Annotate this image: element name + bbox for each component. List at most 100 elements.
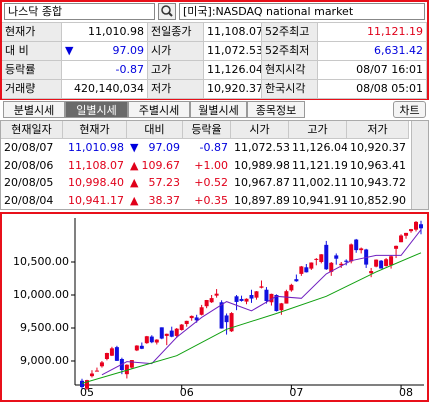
column-header: 현재가	[63, 121, 127, 139]
quote-value: 11,121.19	[318, 23, 427, 42]
cell-text: 10,941.17	[68, 193, 124, 207]
cell-text: 6,631.42	[374, 44, 423, 57]
candle-body	[219, 302, 224, 329]
candle-body	[374, 259, 379, 267]
x-tick-label: 08	[399, 386, 413, 399]
candle-body	[84, 380, 89, 389]
candle-body	[129, 360, 134, 368]
candle-body	[99, 362, 104, 367]
candle-body	[369, 271, 374, 274]
candle-body	[324, 244, 329, 270]
cell-text: 11,010.98	[68, 141, 124, 154]
chart-button[interactable]: 차트	[393, 101, 426, 118]
quote-value: 11,072.53	[204, 42, 262, 61]
tab[interactable]: 종목정보	[247, 101, 305, 118]
candle-body	[384, 259, 389, 266]
table-cell: 10,943.72	[350, 176, 406, 189]
column-header: 등락율	[183, 121, 231, 139]
table-cell: 20/08/07	[4, 141, 54, 154]
cell-text: 11,121.19	[367, 25, 423, 38]
candle-body	[274, 295, 279, 312]
quote-label: 현지시각	[262, 61, 318, 80]
table-cell: ▲ 109.67	[127, 157, 183, 175]
chart-panel: 9,000.00 9,500.00 10,000.00 10,500.00 05 06 07…	[0, 212, 429, 402]
moving-average	[101, 229, 422, 376]
candle-body	[249, 295, 254, 299]
candle-body	[224, 315, 229, 323]
quote-label: 52주최고	[262, 23, 318, 42]
candle-body	[344, 260, 349, 262]
candle-body	[239, 298, 244, 301]
table-cell: +1.00	[183, 157, 231, 175]
table-cell: 10,941.17	[63, 192, 127, 210]
table-cell: +0.52	[183, 174, 231, 192]
search-input[interactable]: 나스닥 종합	[4, 3, 155, 20]
quote-panel: 나스닥 종합 [미국]:NASDAQ national market 현재가 11…	[0, 0, 429, 100]
table-cell: 10,963.41	[350, 158, 406, 172]
table-cell: -0.87	[183, 139, 231, 157]
candle-body	[259, 286, 264, 288]
candlestick-chart: 9,000.00 9,500.00 10,000.00 10,500.00 05 06 07…	[13, 218, 424, 399]
change-sign: ▼	[65, 44, 74, 57]
cell-text: 109.67	[141, 158, 181, 172]
column-header: 고가	[289, 121, 347, 139]
table-cell: +0.35	[183, 192, 231, 210]
column-header: 현재일자	[1, 121, 63, 139]
cell-text: 97.09	[112, 44, 145, 57]
candle-body	[314, 258, 319, 260]
candle-body	[139, 345, 144, 349]
candle-body	[114, 347, 119, 361]
table-cell: 11,002.11	[292, 176, 347, 189]
candle-body	[209, 298, 214, 303]
market-label: [미국]:NASDAQ national market	[179, 3, 425, 20]
scrollbar[interactable]	[411, 121, 428, 209]
table-cell: 10,989.98	[234, 158, 289, 172]
candle-body	[94, 370, 99, 372]
candle-body	[354, 239, 359, 251]
table-cell: ▲ 57.23	[127, 174, 183, 192]
quote-table: 현재가 11,010.98 전일종가 11,108.07 52주최고 11,121.19 대…	[2, 22, 427, 99]
candle-body	[404, 232, 409, 236]
candle-body	[164, 333, 169, 336]
quote-value: 11,126.04	[204, 61, 262, 80]
search-button[interactable]	[158, 3, 176, 20]
cell-text: 57.23	[148, 176, 181, 189]
quote-label: 전일종가	[148, 23, 204, 42]
quote-value: 08/07 16:01	[318, 61, 427, 80]
cell-text: 97.09	[148, 141, 181, 154]
candle-body	[359, 248, 364, 251]
candle-body	[279, 303, 284, 311]
quote-label: 시가	[148, 42, 204, 61]
table-cell: 11,108.07	[63, 157, 127, 175]
candle-body	[80, 380, 84, 388]
y-tick-label: 10,500.00	[13, 255, 69, 268]
candle-body	[194, 317, 199, 321]
tab[interactable]: 분별시세	[3, 101, 65, 118]
candle-body	[254, 291, 259, 298]
candle-body	[124, 364, 129, 375]
quote-label: 현재가	[2, 23, 62, 42]
moving-average	[81, 252, 422, 384]
tab[interactable]: 일별시세	[65, 101, 128, 118]
quote-label: 한국시각	[262, 80, 318, 99]
candle-body	[199, 307, 204, 315]
quote-label: 대 비	[2, 42, 62, 61]
candle-body	[244, 298, 249, 302]
candle-body	[389, 256, 394, 266]
change-sign: ▲	[130, 193, 139, 207]
candle-body	[144, 336, 149, 344]
table-cell: ▼ 97.09	[127, 139, 183, 157]
cell-text: 11,108.07	[68, 158, 124, 172]
search-icon	[161, 5, 173, 17]
table-cell: 10,941.91	[292, 193, 347, 207]
cell-text: +0.35	[194, 193, 228, 207]
table-cell: 11,126.04	[292, 141, 347, 154]
candle-body	[349, 244, 354, 262]
candle-body	[264, 289, 269, 302]
daily-table: 현재일자 현재가 대비 등락율 시가 고가 저가 20/08/07 11,010.98 ▼ 97.0…	[0, 120, 429, 210]
tab[interactable]: 주별시세	[128, 101, 190, 118]
change-sign: ▲	[130, 176, 139, 189]
candle-body	[169, 330, 174, 337]
tab[interactable]: 월별시세	[190, 101, 247, 118]
table-cell: 11,010.98	[63, 139, 127, 157]
